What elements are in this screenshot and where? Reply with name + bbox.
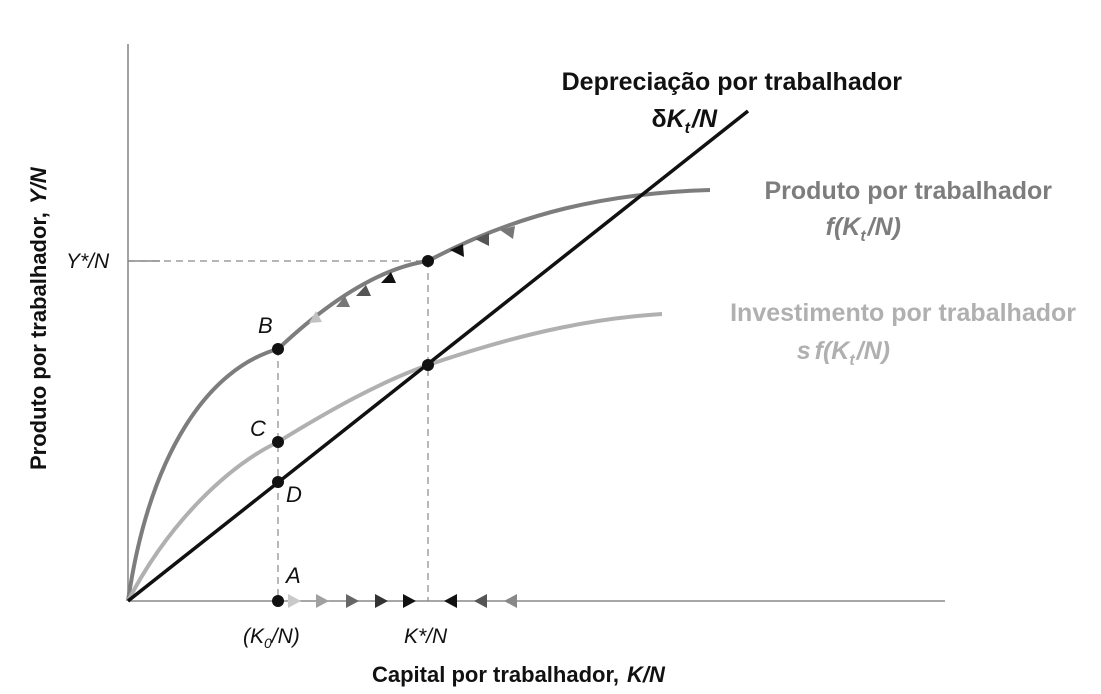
point-d [272,476,284,488]
y-axis-title: Produto por trabalhador,Y/N [26,166,51,470]
investment-title: Investimento por trabalhador [730,299,1076,327]
point-b [272,343,284,355]
arrowhead [346,594,359,608]
arrowhead [309,311,322,323]
arrowhead [475,233,489,246]
label-c: C [250,416,266,441]
arrowhead [381,272,396,283]
k-star-label: K*/N [404,625,448,648]
output-curve [126,188,711,602]
y-star-label: Y*/N [66,250,110,273]
investment-formula: s f(Kt/N) [797,337,890,369]
output-title: Produto por trabalhador [765,177,1053,205]
depreciation-formula: δKt/N [651,105,718,137]
investment-curve [126,312,663,602]
depreciation-title: Depreciação por trabalhador [562,68,903,96]
x-axis-title: Capital por trabalhador, K/N [372,662,666,687]
output-formula: f(Kt/N) [826,213,901,245]
label-b: B [258,313,273,338]
arrowhead [288,594,301,608]
k0-label: (K0/N) [243,625,300,651]
arrowhead [504,594,517,608]
arrowhead [316,594,329,608]
arrowhead [450,244,464,257]
arrowhead [356,285,371,296]
arrowhead [375,594,388,608]
arrowhead [336,296,350,307]
steady-state-investment-point [422,359,434,371]
label-a: A [284,563,301,588]
depreciation-line [126,109,750,603]
arrowhead [444,594,457,608]
point-c [272,436,284,448]
output-curve-arrows [309,226,515,323]
x-axis-arrows [288,594,517,608]
arrowhead [474,594,487,608]
point-a [272,595,284,607]
label-d: D [286,482,302,507]
arrowhead [403,594,416,608]
steady-state-output-point [422,255,434,267]
arrowhead [500,226,515,239]
